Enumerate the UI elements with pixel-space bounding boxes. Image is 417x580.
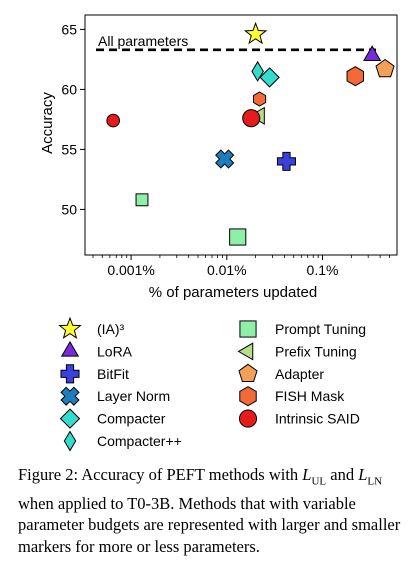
point-fish-mask-small <box>253 91 267 107</box>
caption-middle: and <box>326 465 359 484</box>
y-tick-label-60: 60 <box>61 81 77 97</box>
plot-area: 50 55 60 65 0.001% 0.01% 0.1% % of parameters u… <box>39 14 398 301</box>
legend-label-layer-norm: Layer Norm <box>97 388 170 404</box>
legend-label-lora: LoRA <box>97 343 133 359</box>
point-prompt-tuning-small <box>135 193 149 207</box>
figure-caption: Figure 2: Accuracy of PEFT methods with … <box>18 464 410 558</box>
point-fish-mask-large <box>346 66 365 87</box>
point-intrinsic-said-small <box>106 113 120 128</box>
x-axis-label: % of parameters updated <box>149 284 317 301</box>
legend-label-compacter: Compacter <box>97 411 166 427</box>
caption-l-ul-sub: UL <box>311 475 327 488</box>
legend-marker-layer-norm <box>60 386 80 406</box>
legend-label-fish-mask: FISH Mask <box>275 388 345 404</box>
point-layer-norm-large <box>215 149 235 169</box>
point-adapter-large <box>375 58 395 78</box>
x-tick-label-0-01: 0.01% <box>207 262 247 278</box>
plot-frame <box>84 14 398 256</box>
legend-label-ia: (IA)³ <box>97 321 125 337</box>
x-tick-label-0-1: 0.1% <box>307 262 339 278</box>
legend-marker-lora <box>60 340 80 357</box>
x-tick-label-0-001: 0.001% <box>107 262 154 278</box>
all-parameters-label: All parameters <box>98 33 188 49</box>
caption-prefix: Figure 2: Accuracy of PEFT methods with <box>18 465 303 484</box>
legend-marker-fish-mask <box>239 386 257 407</box>
legend-label-prompt-tuning: Prompt Tuning <box>275 321 366 337</box>
legend-marker-prefix-tuning <box>237 342 254 361</box>
point-prompt-tuning-large <box>229 228 247 246</box>
legend-label-compacter: Compacter++ <box>97 433 182 449</box>
legend-label-prefix-tuning: Prefix Tuning <box>275 343 357 359</box>
point-ia-large <box>243 21 268 45</box>
caption-l-ln-sub: LN <box>367 475 383 488</box>
caption-suffix: when applied to T0-3B. Methods that with… <box>18 493 401 557</box>
legend-label-adapter: Adapter <box>275 366 324 382</box>
point-compacter-large <box>251 60 264 82</box>
y-tick-label-50: 50 <box>61 201 77 217</box>
y-tick-label-55: 55 <box>61 141 77 157</box>
legend-label-intrinsic-said: Intrinsic SAID <box>275 411 360 427</box>
caption-l-ul: L <box>302 465 312 484</box>
legend-marker-prompt-tuning <box>239 320 257 338</box>
y-tick-label-65: 65 <box>61 21 77 37</box>
legend-marker-bitfit <box>60 364 80 384</box>
legend-marker-compacter <box>63 430 77 452</box>
y-axis-label: Accuracy <box>39 92 56 154</box>
point-lora-large <box>363 45 382 62</box>
legend-marker-compacter <box>59 408 81 429</box>
scatter-chart: 50 55 60 65 0.001% 0.01% 0.1% % of parameters u… <box>39 14 398 452</box>
point-bitfit-large <box>276 151 296 171</box>
legend-marker-ia <box>58 316 82 339</box>
point-intrinsic-said-large <box>242 109 261 128</box>
caption-l-ln: L <box>358 465 368 484</box>
legend-label-bitfit: BitFit <box>97 366 129 382</box>
legend-marker-intrinsic-said <box>238 409 258 428</box>
legend-marker-adapter <box>238 363 258 382</box>
legend: (IA)³ LoRA BitFit Layer Norm Compacter Compac… <box>58 316 366 452</box>
